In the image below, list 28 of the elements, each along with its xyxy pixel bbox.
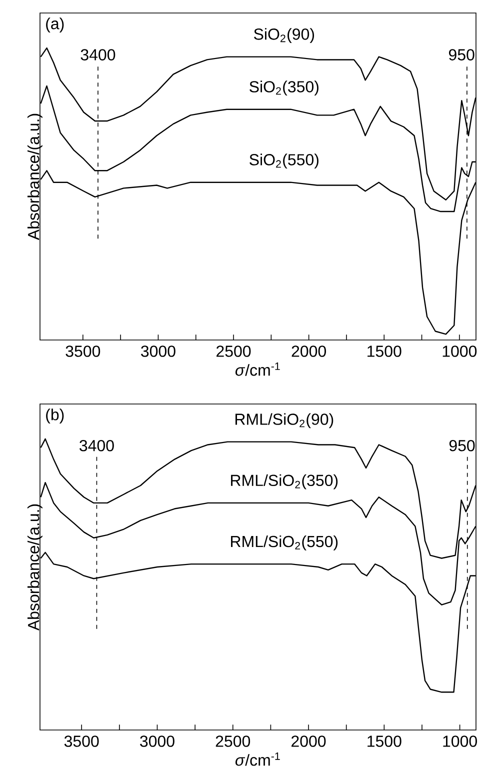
x-tick-label: 2500 bbox=[216, 346, 251, 357]
series-label: RML/SiO$_{2}$(90) bbox=[235, 413, 334, 428]
y-axis-title: Absorbance/(a.u.) bbox=[27, 114, 42, 240]
x-tick-label: 2000 bbox=[292, 346, 326, 357]
series-label: RML/SiO$_{2}$(350) bbox=[231, 474, 338, 490]
x-tick-label: 3500 bbox=[66, 346, 100, 357]
x-tick-label: 3500 bbox=[64, 736, 99, 747]
series-label: SiO$_{2}$(350) bbox=[250, 80, 318, 96]
x-tick-label: 1500 bbox=[368, 736, 402, 747]
x-tick-label: 2500 bbox=[216, 736, 250, 747]
series-label: RML/SiO$_{2}$(550) bbox=[231, 535, 338, 550]
text: (b) bbox=[46, 408, 64, 424]
x-tick-label: 1500 bbox=[368, 346, 402, 357]
ref-line-label: 3400 bbox=[80, 49, 116, 60]
text: (a) bbox=[46, 18, 64, 32]
x-tick-label: 1000 bbox=[443, 736, 477, 747]
x-tick-label: 1000 bbox=[442, 346, 477, 357]
x-axis-title: σ/cm$^{-1}$ bbox=[235, 362, 280, 376]
x-tick-label: 2000 bbox=[292, 736, 326, 747]
ref-line-label: 950 bbox=[449, 440, 475, 452]
x-axis-title: σ/cm$^{-1}$ bbox=[235, 752, 280, 766]
series-label: SiO$_{2}$(550) bbox=[250, 154, 318, 169]
ref-line-label: 3400 bbox=[80, 440, 114, 452]
series-label: SiO$_{2}$(90) bbox=[254, 28, 314, 43]
x-tick-label: 3000 bbox=[141, 346, 176, 357]
x-tick-label: 3000 bbox=[140, 736, 174, 747]
y-axis-title: Absorbance/(a.u.) bbox=[27, 504, 42, 631]
ref-line-label: 950 bbox=[449, 49, 474, 60]
